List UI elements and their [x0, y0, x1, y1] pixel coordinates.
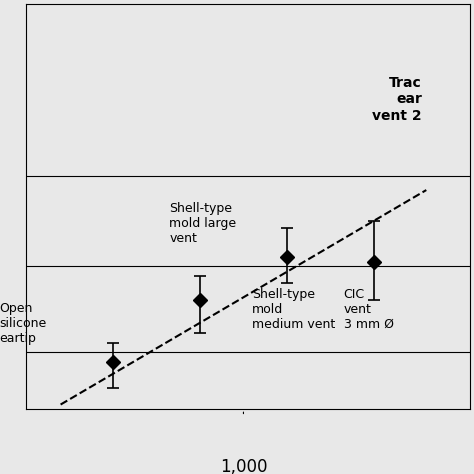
Text: 1,000: 1,000 [220, 457, 267, 474]
Text: Shell-type
mold large
vent: Shell-type mold large vent [169, 202, 237, 245]
Text: Open
silicone
eartip: Open silicone eartip [0, 302, 47, 345]
Text: Shell-type
mold
medium vent: Shell-type mold medium vent [252, 288, 336, 331]
Text: Trac
ear
vent 2: Trac ear vent 2 [372, 76, 422, 123]
Text: CIC
vent
3 mm Ø: CIC vent 3 mm Ø [344, 288, 393, 331]
